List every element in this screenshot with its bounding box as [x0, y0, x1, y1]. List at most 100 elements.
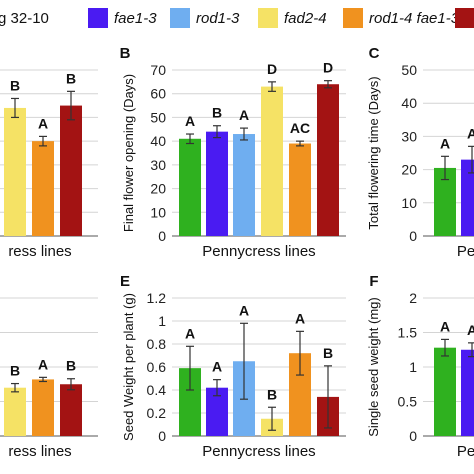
legend-swatch-2 — [170, 8, 190, 28]
significance-letter: A — [467, 125, 474, 141]
legend-label-1: fae1-3 — [114, 9, 157, 27]
significance-letter: A — [467, 322, 474, 338]
x-axis-label: Pe — [457, 443, 474, 460]
significance-letter: A — [239, 302, 249, 318]
y-tick-label: 10 — [401, 195, 417, 211]
x-axis-label: Pennycress lines — [202, 243, 315, 260]
bar — [289, 353, 311, 436]
y-tick-label: 0 — [158, 428, 166, 444]
y-tick-label: 1 — [409, 359, 417, 375]
significance-letter: AC — [290, 120, 310, 136]
legend-item-5 — [455, 8, 474, 28]
bar — [317, 84, 339, 236]
bar — [461, 159, 474, 236]
panel-e: 0 0.2 0.4 0.6 0.8 1 1.2 A A A B A B Pennycress lines S… — [120, 273, 346, 460]
panel-letter: E — [120, 273, 130, 290]
y-axis-label: Final flower opening (Days) — [121, 74, 136, 232]
bar — [289, 143, 311, 236]
y-tick-label: 1.5 — [398, 325, 418, 341]
significance-letter: A — [38, 356, 48, 372]
legend-swatch-4 — [343, 8, 363, 28]
y-tick-label: 0.5 — [398, 394, 418, 410]
bar — [206, 387, 228, 436]
legend-label-0: g 32-10 — [0, 9, 49, 27]
panel-letter: B — [120, 45, 131, 62]
y-tick-label: 0 — [158, 228, 166, 244]
significance-letter: D — [323, 60, 333, 76]
y-tick-label: 20 — [401, 162, 417, 178]
bar — [4, 107, 26, 236]
y-axis-label: Seed Weight per plant (g) — [121, 293, 136, 441]
y-tick-label: 60 — [150, 86, 166, 102]
panel-b: 0 10 20 30 40 50 60 70 A B A D AC D Pennycress lines Fi… — [120, 45, 346, 260]
legend-item-2: rod1-3 — [170, 8, 239, 28]
bar — [233, 134, 255, 236]
significance-letter: B — [66, 70, 76, 86]
significance-letter: A — [38, 115, 48, 131]
significance-letter: B — [212, 105, 222, 121]
y-tick-label: 0.6 — [147, 359, 167, 375]
significance-letter: B — [267, 386, 277, 402]
legend-swatch-3 — [258, 8, 278, 28]
y-tick-label: 70 — [150, 62, 166, 78]
x-axis-label: ress lines — [8, 243, 71, 260]
bar — [179, 138, 201, 236]
y-tick-label: 0.8 — [147, 336, 167, 352]
legend-swatch-5 — [455, 8, 474, 28]
panel-letter: C — [369, 45, 380, 62]
panel-c: 0 10 20 30 40 50 A A Pe Total flowering time (Day… — [366, 45, 474, 260]
significance-letter: A — [212, 359, 222, 375]
bar — [60, 384, 82, 436]
legend-item-1: fae1-3 — [88, 8, 157, 28]
y-tick-label: 1.2 — [147, 290, 167, 306]
legend-item-3: fad2-4 — [258, 8, 327, 28]
significance-letter: B — [323, 345, 333, 361]
significance-letter: A — [440, 135, 450, 151]
significance-letter: B — [10, 363, 20, 379]
bar — [179, 368, 201, 436]
legend-label-4: rod1-4 fae1-3 — [369, 9, 460, 27]
x-axis-label: ress lines — [8, 443, 71, 460]
y-tick-label: 0.4 — [147, 382, 167, 398]
y-tick-label: 30 — [150, 157, 166, 173]
legend-label-2: rod1-3 — [196, 9, 240, 27]
panel-f: 0 0.5 1 1.5 2 A A Pe Single seed weight (mg) F — [366, 273, 474, 460]
y-axis-label: Single seed weight (mg) — [366, 297, 381, 436]
significance-letter: B — [66, 358, 76, 374]
x-axis-label: Pennycress lines — [202, 443, 315, 460]
y-tick-label: 30 — [401, 128, 417, 144]
significance-letter: D — [267, 61, 277, 77]
y-axis-label: Total flowering time (Days) — [366, 76, 381, 229]
legend: g 32-10 fae1-3 rod1-3 fad2-4 rod1-4 fae1… — [0, 0, 474, 34]
legend-swatch-1 — [88, 8, 108, 28]
bar — [32, 379, 54, 436]
bar — [434, 167, 456, 236]
y-tick-label: 0 — [409, 428, 417, 444]
bar — [461, 349, 474, 436]
y-tick-label: 50 — [401, 62, 417, 78]
legend-item-4: rod1-4 fae1-3 — [343, 8, 459, 28]
y-tick-label: 40 — [150, 133, 166, 149]
y-tick-label: 0 — [409, 228, 417, 244]
legend-label-3: fad2-4 — [284, 9, 327, 27]
legend-item-0: g 32-10 — [0, 8, 49, 28]
bar — [32, 141, 54, 236]
bar — [434, 347, 456, 436]
bar — [261, 86, 283, 236]
y-tick-label: 20 — [150, 181, 166, 197]
significance-letter: A — [185, 325, 195, 341]
significance-letter: A — [295, 310, 305, 326]
significance-letter: B — [10, 77, 20, 93]
bar — [60, 105, 82, 236]
x-axis-label: Pe — [457, 243, 474, 260]
y-tick-label: 10 — [150, 204, 166, 220]
bar — [4, 387, 26, 436]
panel-letter: F — [369, 273, 378, 290]
y-tick-label: 1 — [158, 313, 166, 329]
y-tick-label: 40 — [401, 95, 417, 111]
significance-letter: A — [440, 318, 450, 334]
